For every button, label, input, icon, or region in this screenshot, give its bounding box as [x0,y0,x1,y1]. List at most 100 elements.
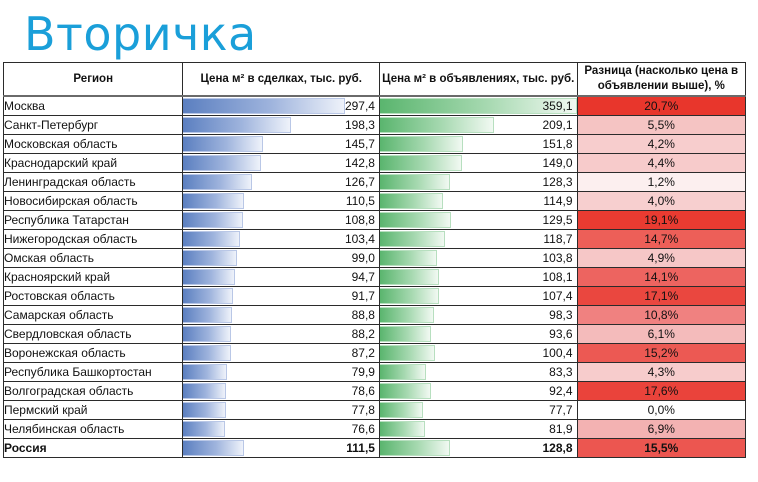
value-text: 107,4 [542,289,573,303]
table-row: Самарская область 88,8 98,3 10,8% [2,305,747,325]
deal-price-cell: 76,6 [182,419,380,439]
region-cell: Московская область [2,134,184,154]
deal-price-cell: 108,8 [182,210,380,230]
data-bar [183,250,238,266]
region-cell: Нижегородская область [2,229,184,249]
deal-price-cell: 110,5 [182,191,380,211]
value-text: 94,7 [351,270,375,284]
deal-price-cell: 87,2 [182,343,380,363]
table-row: Ленинградская область 126,7 128,3 1,2% [2,172,747,192]
region-cell: Омская область [2,248,184,268]
difference-cell: 20,7% [576,95,747,116]
data-bar [183,440,245,456]
region-cell: Ростовская область [2,286,184,306]
region-cell: Санкт-Петербург [2,115,184,135]
value-text: 87,2 [351,346,375,360]
deal-price-cell: 111,5 [182,438,380,458]
region-cell: Воронежская область [2,343,184,363]
data-bar [379,98,577,114]
data-bar [183,326,232,342]
difference-cell: 4,9% [576,248,747,268]
table-row: Республика Татарстан 108,8 129,5 19,1% [2,210,747,230]
table-row: Челябинская область 76,6 81,9 6,9% [2,419,747,439]
ad-price-cell: 98,3 [378,305,578,325]
ad-price-cell: 118,7 [378,229,578,249]
value-text: 129,5 [542,213,573,227]
data-bar [379,231,445,247]
table-row: Воронежская область 87,2 100,4 15,2% [2,343,747,363]
difference-cell: 4,4% [576,153,747,173]
region-cell: Свердловская область [2,324,184,344]
table-row: Красноярский край 94,7 108,1 14,1% [2,267,747,287]
difference-cell: 14,1% [576,267,747,287]
data-bar [183,155,262,171]
ad-price-cell: 359,1 [378,95,578,116]
ad-price-cell: 103,8 [378,248,578,268]
table-row: Пермский край 77,8 77,7 0,0% [2,400,747,420]
data-bar [183,174,253,190]
data-bar [379,136,464,152]
deal-price-cell: 103,4 [182,229,380,249]
deal-price-cell: 145,7 [182,134,380,154]
region-cell: Самарская область [2,305,184,325]
value-text: 88,2 [351,327,375,341]
value-text: 111,5 [346,441,375,455]
deal-price-cell: 126,7 [182,172,380,192]
data-bar [183,307,232,323]
region-cell: Ленинградская область [2,172,184,192]
table-header-row: Регион Цена м² в сделках, тыс. руб. Цена… [2,62,747,97]
value-text: 76,6 [351,422,375,436]
region-cell: Пермский край [2,400,184,420]
data-bar [183,231,240,247]
value-text: 118,7 [543,232,573,246]
value-text: 91,7 [351,289,375,303]
data-bar [379,440,451,456]
data-bar [379,155,462,171]
ad-price-cell: 93,6 [378,324,578,344]
value-text: 151,8 [542,137,573,151]
value-text: 142,8 [344,156,375,170]
region-cell: Краснодарский край [2,153,184,173]
data-bar [183,117,292,133]
data-bar [183,383,227,399]
deal-price-cell: 99,0 [182,248,380,268]
data-bar [379,212,451,228]
ad-price-cell: 128,8 [378,438,578,458]
data-bar [183,136,263,152]
table-row: Омская область 99,0 103,8 4,9% [2,248,747,268]
ad-price-cell: 92,4 [378,381,578,401]
ad-price-cell: 149,0 [378,153,578,173]
deal-price-cell: 78,6 [182,381,380,401]
table-row: Краснодарский край 142,8 149,0 4,4% [2,153,747,173]
value-text: 83,3 [549,365,573,379]
header-ad-price: Цена м² в объявлениях, тыс. руб. [378,62,578,97]
price-table: Регион Цена м² в сделках, тыс. руб. Цена… [2,62,747,458]
difference-cell: 17,1% [576,286,747,306]
value-text: 209,1 [542,118,573,132]
table-row: Нижегородская область 103,4 118,7 14,7% [2,229,747,249]
deal-price-cell: 198,3 [182,115,380,135]
difference-cell: 14,7% [576,229,747,249]
value-text: 126,7 [344,175,375,189]
data-bar [379,269,440,285]
value-text: 78,6 [351,384,375,398]
value-text: 110,5 [345,194,375,208]
header-difference: Разница (насколько цена в объявлении выш… [576,62,747,97]
value-text: 79,9 [351,365,375,379]
region-cell: Красноярский край [2,267,184,287]
value-text: 98,3 [549,308,573,322]
data-bar [183,402,226,418]
ad-price-cell: 81,9 [378,419,578,439]
region-cell: Россия [2,438,184,458]
difference-cell: 17,6% [576,381,747,401]
deal-price-cell: 88,2 [182,324,380,344]
data-bar [379,193,443,209]
value-text: 99,0 [351,251,375,265]
deal-price-cell: 94,7 [182,267,380,287]
difference-cell: 1,2% [576,172,747,192]
difference-cell: 6,1% [576,324,747,344]
data-bar [379,345,435,361]
deal-price-cell: 91,7 [182,286,380,306]
difference-cell: 19,1% [576,210,747,230]
value-text: 198,3 [344,118,375,132]
